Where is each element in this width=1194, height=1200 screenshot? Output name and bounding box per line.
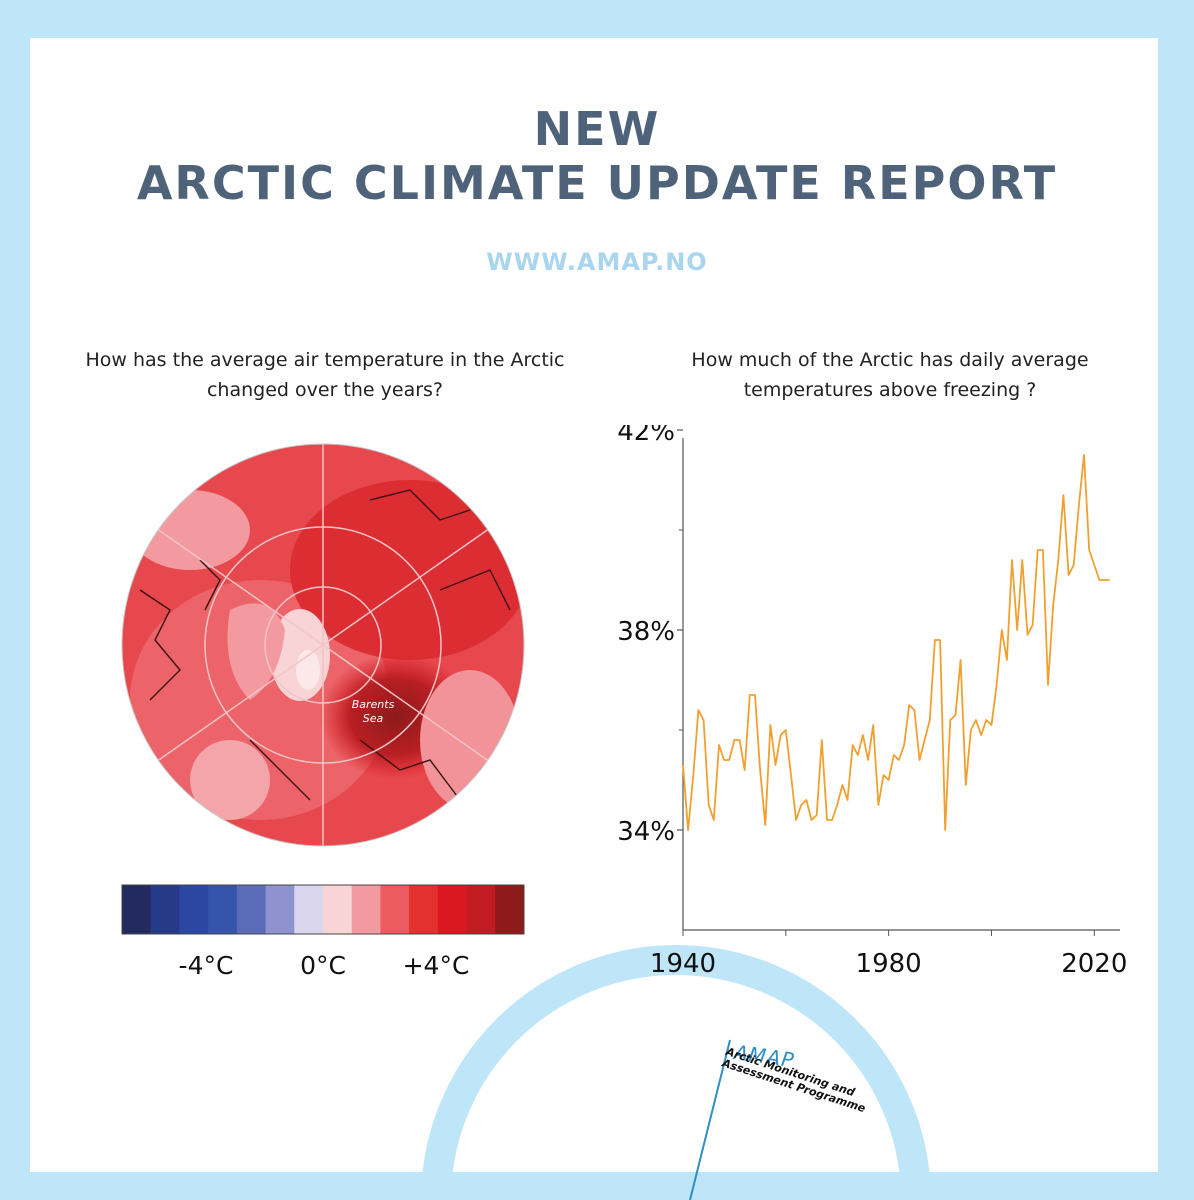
- colorbar-cell: [150, 885, 180, 934]
- chart-question: How much of the Arctic has daily average…: [691, 349, 1089, 401]
- colorbar-cell: [208, 885, 238, 934]
- arctic-temperature-map: Barents Sea: [121, 443, 525, 847]
- colorbar-cell: [265, 885, 295, 934]
- temperature-colorbar: -4°C 0°C +4°C: [121, 884, 525, 980]
- colorbar-cell: [122, 885, 152, 934]
- map-question: How has the average air temperature in t…: [85, 349, 565, 401]
- colorbar-cell: [179, 885, 209, 934]
- title-line-2: ARCTIC CLIMATE UPDATE REPORT: [136, 156, 1058, 210]
- colorbar-cell: [495, 885, 525, 934]
- colorbar-cell: [466, 885, 496, 934]
- colorbar-cell: [409, 885, 439, 934]
- y-tick-label: 34%: [617, 817, 675, 847]
- colorbar-tick-label: 0°C: [300, 951, 346, 980]
- region-label-sea: Sea: [363, 712, 384, 725]
- colorbar-tick-label: +4°C: [403, 951, 470, 980]
- title-line-1: NEW: [533, 102, 661, 156]
- x-tick-label: 2020: [1061, 949, 1127, 979]
- colorbar-cell: [380, 885, 410, 934]
- colorbar-cell: [323, 885, 353, 934]
- freezing-area-line-chart: 34% 38% 42% 1940 1980 2020: [617, 425, 1127, 979]
- x-tick-label: 1980: [856, 949, 922, 979]
- colorbar-cell: [351, 885, 381, 934]
- colorbar-cell: [236, 885, 267, 934]
- colorbar-tick-label: -4°C: [179, 951, 234, 980]
- y-tick-label: 38%: [617, 617, 675, 647]
- x-tick-label: 1940: [650, 949, 716, 979]
- colorbar-cell: [294, 885, 324, 934]
- y-tick-label: 42%: [617, 425, 675, 447]
- colorbar-cell: [437, 885, 468, 934]
- series-line: [682, 454, 1110, 831]
- website-link[interactable]: WWW.AMAP.NO: [486, 248, 708, 276]
- region-label-barents: Barents: [352, 698, 395, 711]
